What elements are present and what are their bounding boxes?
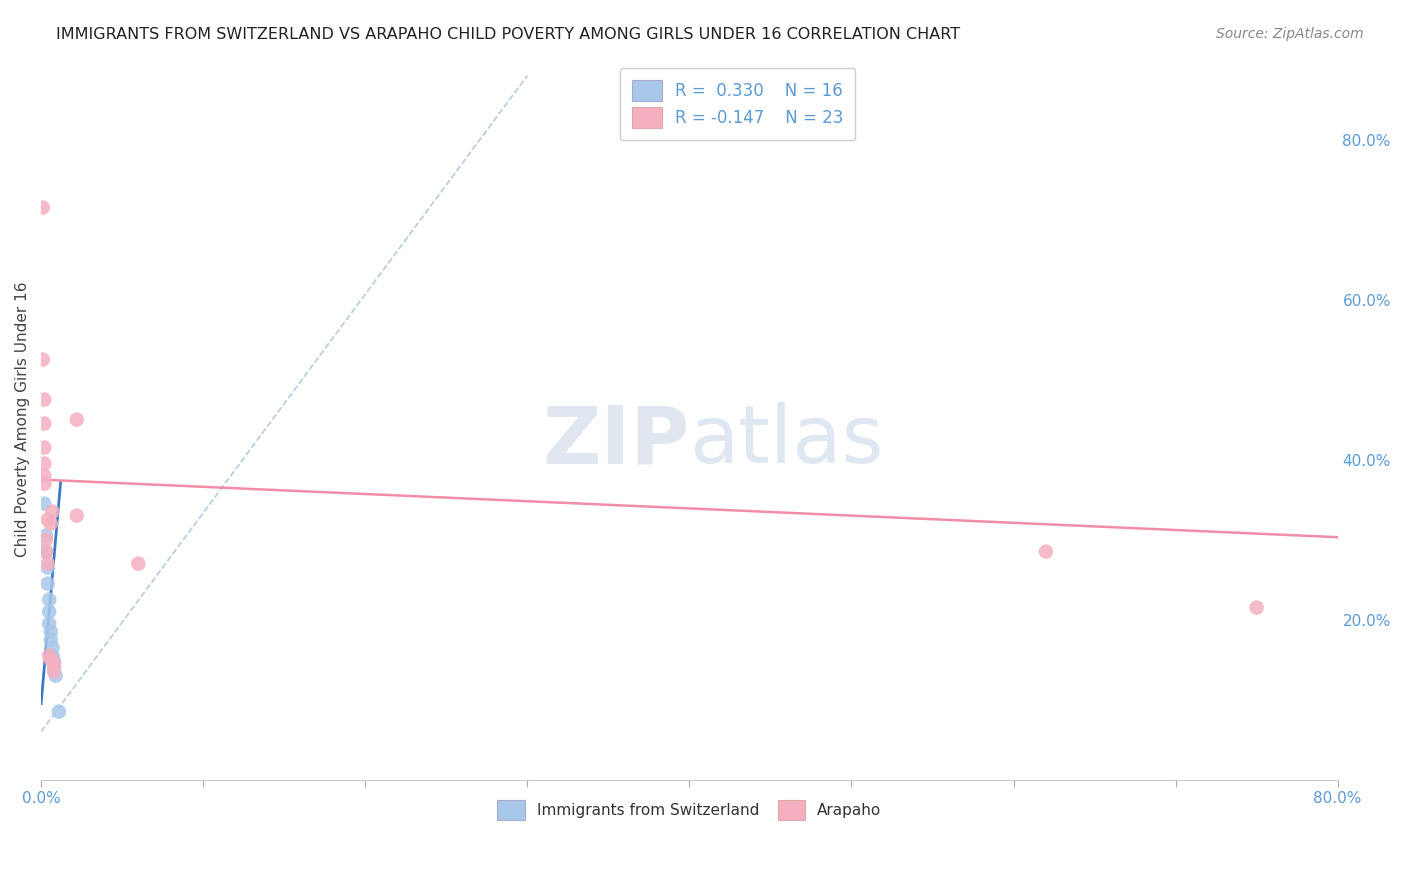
Text: IMMIGRANTS FROM SWITZERLAND VS ARAPAHO CHILD POVERTY AMONG GIRLS UNDER 16 CORREL: IMMIGRANTS FROM SWITZERLAND VS ARAPAHO C… <box>56 27 960 42</box>
Point <box>39 516 62 531</box>
Point <box>39 652 62 666</box>
Point <box>45 668 67 682</box>
Point <box>1246 600 1268 615</box>
Point <box>42 654 65 668</box>
Point <box>34 441 56 455</box>
Point <box>39 624 62 639</box>
Point <box>31 352 53 367</box>
Point <box>35 544 58 558</box>
Point <box>42 665 65 679</box>
Point <box>38 616 60 631</box>
Point <box>66 412 89 426</box>
Point <box>66 508 89 523</box>
Point <box>42 660 65 674</box>
Point <box>38 605 60 619</box>
Point <box>39 632 62 647</box>
Point <box>37 560 59 574</box>
Point <box>41 648 63 663</box>
Y-axis label: Child Poverty Among Girls Under 16: Child Poverty Among Girls Under 16 <box>15 282 30 558</box>
Point <box>38 592 60 607</box>
Point <box>42 657 65 671</box>
Point <box>41 640 63 655</box>
Point <box>127 557 149 571</box>
Point <box>37 557 59 571</box>
Point <box>38 648 60 663</box>
Point <box>34 417 56 431</box>
Point <box>31 201 53 215</box>
Point <box>34 468 56 483</box>
Point <box>34 476 56 491</box>
Point <box>37 513 59 527</box>
Text: atlas: atlas <box>689 402 884 480</box>
Point <box>48 705 70 719</box>
Point <box>34 497 56 511</box>
Point <box>1035 544 1057 558</box>
Point <box>35 544 58 558</box>
Point <box>41 505 63 519</box>
Point <box>37 576 59 591</box>
Legend: Immigrants from Switzerland, Arapaho: Immigrants from Switzerland, Arapaho <box>491 794 887 826</box>
Point <box>35 528 58 542</box>
Text: ZIP: ZIP <box>543 402 689 480</box>
Text: Source: ZipAtlas.com: Source: ZipAtlas.com <box>1216 27 1364 41</box>
Point <box>34 457 56 471</box>
Point <box>35 533 58 547</box>
Point <box>34 392 56 407</box>
